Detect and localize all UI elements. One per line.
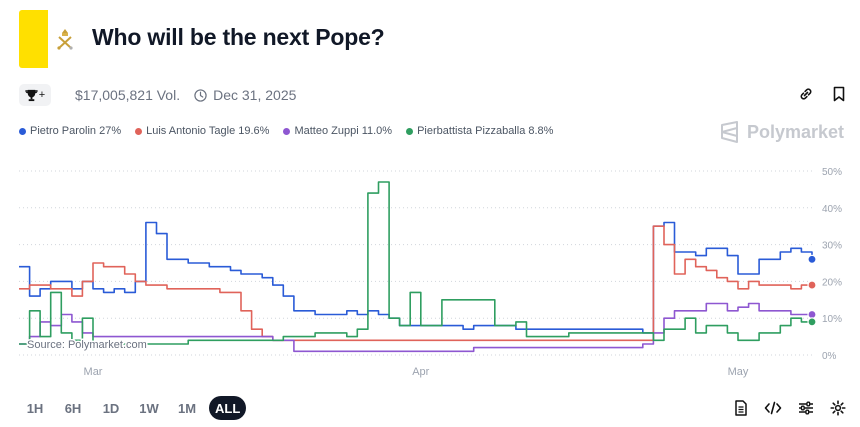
price-history-chart[interactable]: 0% 10% 20% 30% 40% 50% Mar Apr May Source: Polyma…	[0, 155, 860, 385]
flag-yellow-half	[19, 10, 48, 68]
series-end-dot-pizzaballa	[807, 317, 817, 327]
copy-link-button[interactable]	[798, 86, 814, 102]
range-1w-button[interactable]: 1W	[139, 400, 159, 416]
series-line-tagle	[19, 225, 812, 342]
trophy-icon	[25, 89, 38, 101]
bookmark-icon	[833, 86, 845, 102]
range-1m-button[interactable]: 1M	[177, 400, 197, 416]
range-1h-button[interactable]: 1H	[26, 400, 44, 416]
range-1d-button[interactable]: 1D	[102, 400, 120, 416]
settings-button[interactable]	[830, 400, 846, 416]
end-date: Dec 31, 2025	[194, 87, 296, 103]
watermark-text: Polymarket	[746, 121, 844, 142]
vatican-keys-icon	[56, 29, 73, 50]
document-icon	[735, 400, 747, 416]
x-tick-label-may: May	[728, 366, 749, 378]
legend-item-parolin[interactable]: Pietro Parolin 27%	[19, 125, 121, 137]
chart-settings-sliders-button[interactable]	[798, 401, 814, 415]
trophy-button[interactable]: +	[19, 84, 51, 106]
volume-text: $17,005,821 Vol.	[75, 87, 181, 103]
embed-button[interactable]	[764, 401, 782, 415]
y-tick-label-50: 50%	[822, 167, 842, 178]
clock-icon	[194, 88, 207, 102]
top-actions	[798, 86, 846, 102]
y-tick-label-40: 40%	[822, 204, 842, 215]
gear-icon	[830, 400, 846, 416]
chart-actions	[734, 400, 846, 416]
market-meta: + $17,005,821 Vol. Dec 31, 2025	[19, 84, 296, 106]
series-end-dot-tagle	[807, 280, 817, 290]
legend-dot-tagle	[135, 127, 143, 135]
range-6h-button[interactable]: 6H	[64, 400, 82, 416]
series-line-pizzaballa	[19, 181, 812, 345]
market-title: Who will be the next Pope?	[92, 24, 385, 50]
time-range-selector: 1H 6H 1D 1W 1M ALL	[19, 396, 247, 420]
legend-dot-zuppi	[283, 127, 291, 135]
y-tick-label-30: 30%	[822, 241, 842, 252]
y-tick-label-20: 20%	[822, 277, 842, 288]
polymarket-logo-icon	[720, 121, 738, 143]
plus-icon: +	[38, 89, 46, 101]
bookmark-button[interactable]	[832, 86, 846, 102]
legend-label-pizzaballa: Pierbattista Pizzaballa 8.8%	[417, 125, 554, 137]
legend-label-parolin: Pietro Parolin 27%	[30, 125, 122, 137]
code-icon	[764, 401, 782, 415]
market-icon	[19, 10, 81, 68]
y-tick-label-10: 10%	[822, 314, 842, 325]
series-line-parolin	[19, 221, 813, 334]
y-tick-label-0: 0%	[822, 351, 837, 362]
sliders-icon	[799, 401, 813, 415]
chart-legend: Pietro Parolin 27% Luis Antonio Tagle 19…	[19, 125, 553, 137]
legend-label-zuppi: Matteo Zuppi 11.0%	[294, 125, 393, 137]
x-tick-label-mar: Mar	[84, 366, 103, 378]
legend-dot-parolin	[19, 127, 26, 135]
end-date-text: Dec 31, 2025	[213, 87, 297, 103]
legend-dot-pizzaballa	[406, 127, 414, 135]
range-all-button[interactable]: ALL	[209, 396, 247, 420]
legend-item-tagle[interactable]: Luis Antonio Tagle 19.6%	[135, 125, 269, 137]
polymarket-watermark: Polymarket	[720, 121, 844, 143]
source-label: Source: Polymarket.com	[27, 339, 147, 351]
x-tick-label-apr: Apr	[412, 366, 429, 378]
legend-item-zuppi[interactable]: Matteo Zuppi 11.0%	[283, 125, 392, 137]
series-end-dot-parolin	[807, 254, 817, 264]
flag-white-half	[48, 10, 81, 68]
link-icon	[800, 88, 812, 100]
rules-button[interactable]	[734, 400, 748, 416]
legend-label-tagle: Luis Antonio Tagle 19.6%	[146, 125, 270, 137]
legend-item-pizzaballa[interactable]: Pierbattista Pizzaballa 8.8%	[406, 125, 553, 137]
